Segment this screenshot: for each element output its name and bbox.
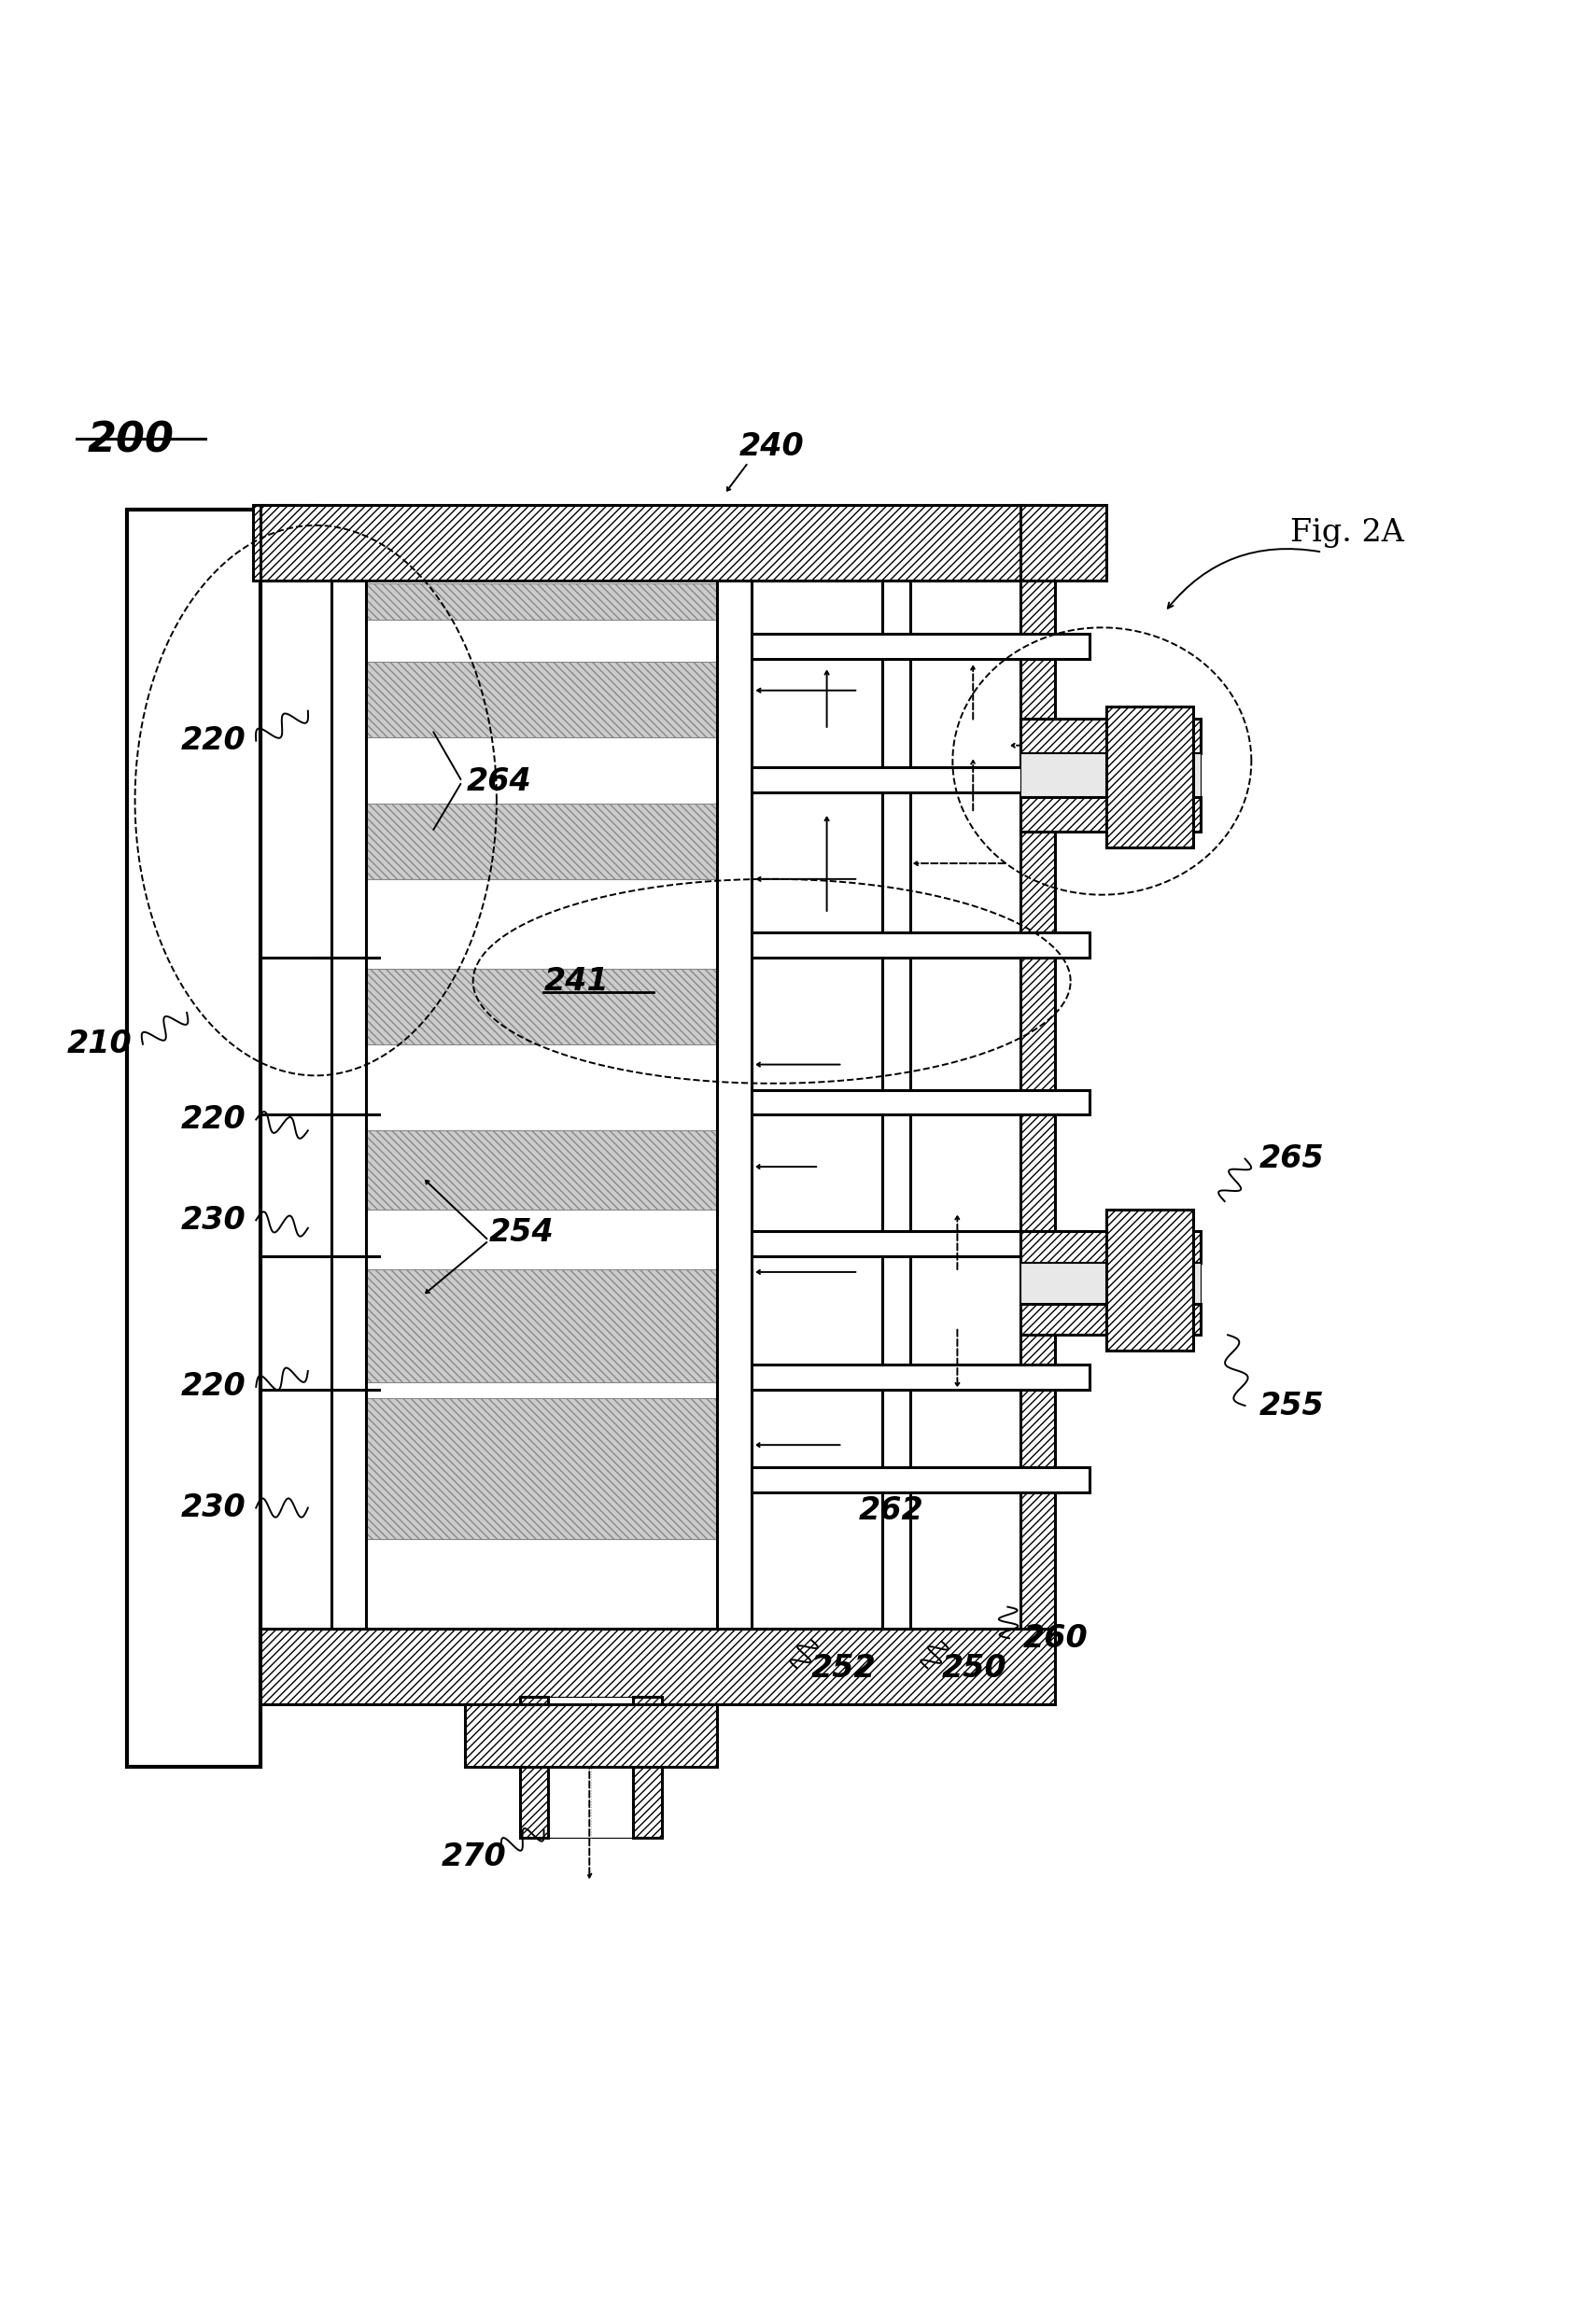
Text: 220: 220: [181, 1371, 246, 1401]
Bar: [717, 581, 751, 1629]
Bar: [520, 1697, 548, 1838]
Bar: [465, 1703, 717, 1766]
Bar: [331, 581, 365, 1629]
Bar: [261, 504, 1055, 581]
Bar: [1021, 753, 1202, 797]
Bar: [365, 804, 717, 878]
Bar: [365, 1397, 717, 1538]
Text: 200: 200: [88, 421, 175, 460]
Text: Fig. 2A: Fig. 2A: [1290, 518, 1405, 548]
Bar: [1021, 1262, 1202, 1304]
Text: 230: 230: [181, 1204, 246, 1236]
Bar: [751, 581, 1055, 1629]
Bar: [1021, 718, 1202, 753]
Bar: [751, 1232, 1090, 1257]
Text: 252: 252: [811, 1652, 876, 1683]
Bar: [1107, 706, 1194, 848]
Text: 250: 250: [942, 1652, 1006, 1683]
Bar: [365, 1129, 717, 1208]
Bar: [1021, 797, 1202, 832]
Bar: [751, 932, 1090, 957]
Text: 260: 260: [1024, 1622, 1088, 1655]
Bar: [1107, 1208, 1194, 1350]
Bar: [751, 1466, 1090, 1492]
Text: 241: 241: [543, 967, 610, 997]
Bar: [261, 1629, 1055, 1703]
Text: 220: 220: [181, 1104, 246, 1134]
Text: 264: 264: [466, 767, 532, 797]
Bar: [254, 504, 315, 581]
Bar: [751, 767, 1090, 792]
Text: 270: 270: [441, 1841, 507, 1873]
Text: 210: 210: [68, 1030, 132, 1060]
Text: 220: 220: [181, 725, 246, 755]
Bar: [751, 1090, 1090, 1116]
Bar: [128, 509, 261, 1766]
Bar: [1021, 581, 1055, 1629]
Text: 254: 254: [488, 1218, 554, 1248]
Text: 240: 240: [739, 432, 805, 462]
Text: 255: 255: [1260, 1390, 1325, 1420]
Bar: [882, 581, 910, 1629]
Bar: [1021, 1232, 1202, 1262]
Bar: [1021, 1304, 1202, 1334]
Bar: [548, 1697, 633, 1838]
Bar: [1021, 504, 1107, 581]
Text: 262: 262: [858, 1497, 923, 1527]
Bar: [751, 1364, 1090, 1390]
Bar: [751, 634, 1090, 660]
Text: 265: 265: [1260, 1143, 1325, 1174]
Bar: [365, 662, 717, 737]
Bar: [365, 583, 717, 621]
Bar: [365, 969, 717, 1043]
Text: 230: 230: [181, 1492, 246, 1522]
Bar: [365, 1269, 717, 1383]
Bar: [633, 1697, 662, 1838]
